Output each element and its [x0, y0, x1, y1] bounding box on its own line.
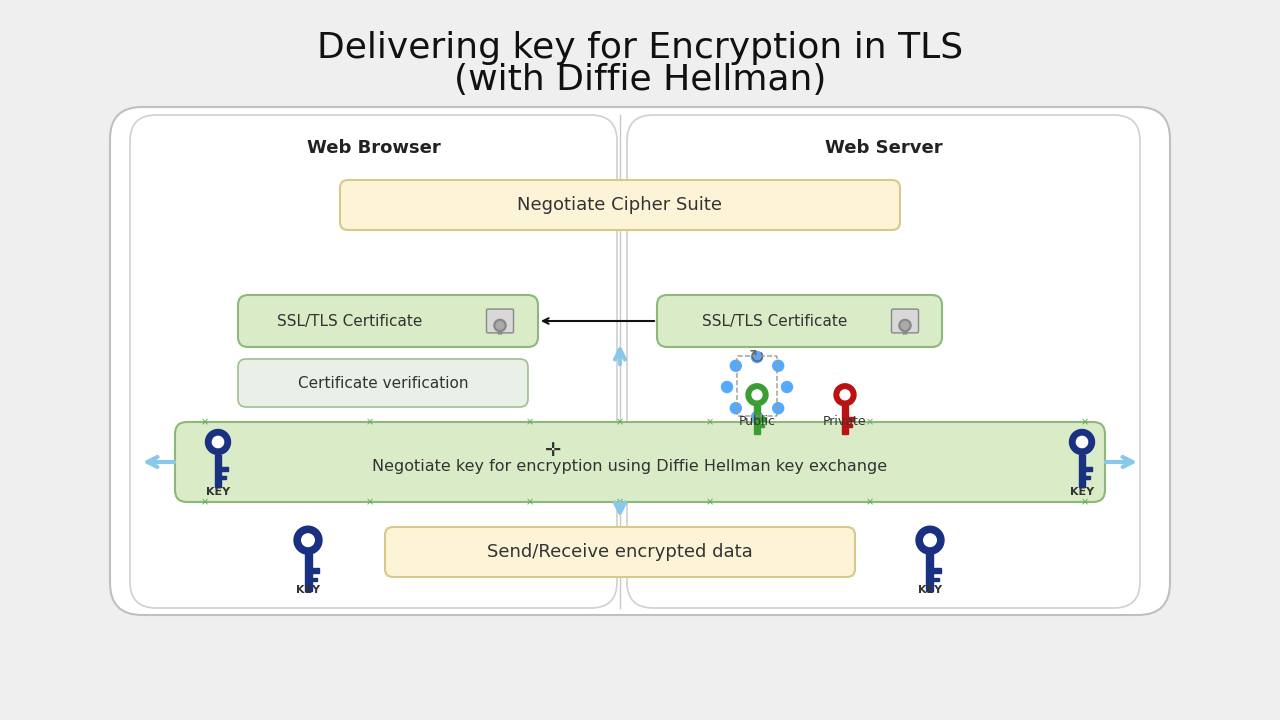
Circle shape	[722, 382, 732, 392]
Text: ×: ×	[526, 497, 534, 507]
Bar	[311, 578, 317, 581]
Text: ×: ×	[707, 497, 714, 507]
Circle shape	[916, 526, 943, 554]
Text: ×: ×	[1080, 417, 1089, 427]
Text: ×: ×	[201, 497, 209, 507]
Circle shape	[835, 384, 856, 406]
Polygon shape	[902, 325, 905, 335]
Bar	[847, 417, 854, 420]
Text: KEY: KEY	[206, 487, 230, 497]
Text: Negotiate Cipher Suite: Negotiate Cipher Suite	[517, 196, 722, 214]
Circle shape	[840, 390, 850, 400]
Circle shape	[773, 360, 783, 372]
Text: Send/Receive encrypted data: Send/Receive encrypted data	[488, 543, 753, 561]
Circle shape	[1076, 436, 1088, 448]
Bar	[215, 454, 221, 487]
Text: Public: Public	[739, 415, 776, 428]
Bar	[1085, 476, 1091, 479]
Bar	[221, 476, 227, 479]
Circle shape	[782, 382, 792, 392]
Bar	[221, 467, 228, 472]
Circle shape	[751, 351, 763, 362]
FancyBboxPatch shape	[110, 107, 1170, 615]
FancyBboxPatch shape	[627, 115, 1140, 608]
Text: KEY: KEY	[1070, 487, 1094, 497]
Text: ✛: ✛	[545, 441, 561, 459]
Text: Web Server: Web Server	[826, 139, 943, 157]
Circle shape	[294, 526, 323, 554]
Bar	[842, 406, 847, 434]
FancyBboxPatch shape	[175, 422, 1105, 502]
FancyBboxPatch shape	[486, 309, 513, 333]
Bar	[933, 568, 941, 573]
Bar	[927, 554, 933, 590]
Circle shape	[731, 360, 741, 372]
Circle shape	[753, 390, 762, 400]
Text: ×: ×	[526, 417, 534, 427]
Text: ×: ×	[616, 417, 625, 427]
Text: SSL/TLS Certificate: SSL/TLS Certificate	[703, 313, 847, 328]
Text: ×: ×	[201, 417, 209, 427]
FancyBboxPatch shape	[891, 309, 919, 333]
FancyBboxPatch shape	[385, 527, 855, 577]
Circle shape	[731, 402, 741, 414]
Bar	[847, 424, 852, 427]
Circle shape	[751, 412, 763, 423]
Bar	[933, 578, 940, 581]
Circle shape	[899, 320, 911, 331]
Circle shape	[1070, 430, 1094, 454]
Text: ×: ×	[707, 417, 714, 427]
Bar	[760, 424, 764, 427]
Text: ×: ×	[1080, 497, 1089, 507]
Circle shape	[901, 322, 909, 329]
Bar	[305, 554, 311, 590]
Circle shape	[924, 534, 936, 546]
Text: ↻: ↻	[749, 348, 765, 366]
Text: (with Diffie Hellman): (with Diffie Hellman)	[454, 63, 826, 97]
Text: SSL/TLS Certificate: SSL/TLS Certificate	[278, 313, 422, 328]
Text: Web Browser: Web Browser	[307, 139, 440, 157]
Circle shape	[494, 320, 506, 331]
Text: ×: ×	[867, 417, 874, 427]
FancyBboxPatch shape	[131, 115, 617, 608]
Circle shape	[497, 322, 504, 329]
Text: ×: ×	[867, 497, 874, 507]
Circle shape	[773, 402, 783, 414]
Text: Negotiate key for encryption using Diffie Hellman key exchange: Negotiate key for encryption using Diffi…	[372, 459, 887, 474]
Text: ×: ×	[616, 497, 625, 507]
Text: Certificate verification: Certificate verification	[298, 376, 468, 390]
Text: ×: ×	[366, 497, 374, 507]
Text: KEY: KEY	[918, 585, 942, 595]
FancyBboxPatch shape	[340, 180, 900, 230]
Polygon shape	[497, 325, 500, 335]
Bar	[311, 568, 319, 573]
Text: Private: Private	[823, 415, 867, 428]
Bar	[754, 406, 760, 434]
Bar	[1085, 467, 1092, 472]
FancyBboxPatch shape	[238, 359, 527, 407]
Polygon shape	[500, 325, 503, 335]
Circle shape	[212, 436, 224, 448]
Text: ×: ×	[366, 417, 374, 427]
Text: Delivering key for Encryption in TLS: Delivering key for Encryption in TLS	[317, 31, 963, 65]
FancyBboxPatch shape	[238, 295, 538, 347]
Circle shape	[206, 430, 230, 454]
Polygon shape	[905, 325, 908, 335]
FancyBboxPatch shape	[657, 295, 942, 347]
Circle shape	[302, 534, 315, 546]
Circle shape	[746, 384, 768, 406]
Bar	[760, 417, 765, 420]
Text: KEY: KEY	[296, 585, 320, 595]
Bar	[1079, 454, 1085, 487]
